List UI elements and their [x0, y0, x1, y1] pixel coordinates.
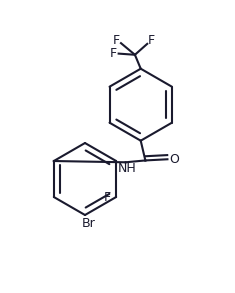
Text: NH: NH [118, 162, 136, 175]
Text: F: F [103, 190, 110, 204]
Text: F: F [113, 34, 120, 47]
Text: F: F [148, 34, 155, 47]
Text: F: F [109, 47, 116, 60]
Text: Br: Br [82, 217, 95, 230]
Text: O: O [169, 153, 179, 166]
